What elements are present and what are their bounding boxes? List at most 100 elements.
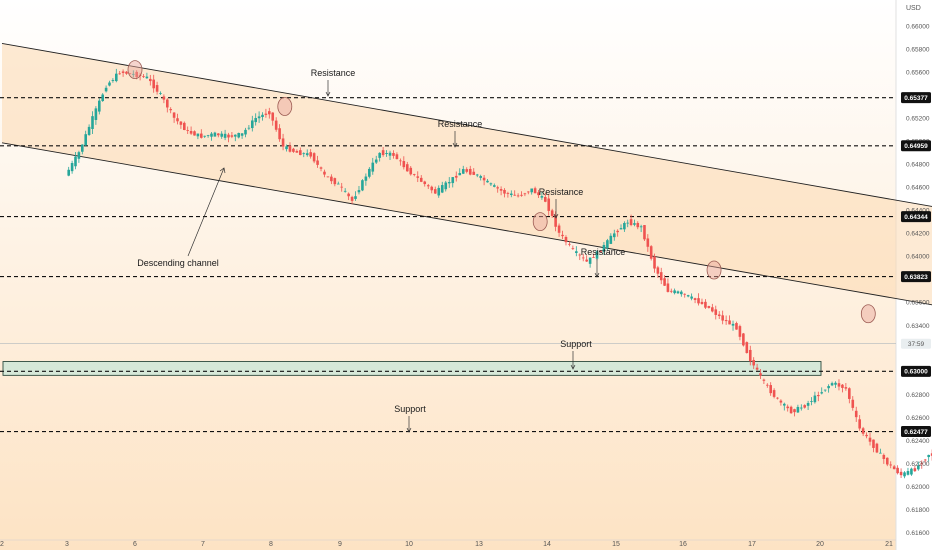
candle-body xyxy=(482,177,486,181)
candle-body xyxy=(575,251,578,253)
candle-body xyxy=(203,135,206,137)
candle-body xyxy=(653,256,656,269)
candle-body xyxy=(561,234,564,237)
candle-body xyxy=(738,326,742,337)
candle-body xyxy=(374,159,378,163)
candle-body xyxy=(440,185,444,193)
candle-body xyxy=(302,153,306,155)
candle-body xyxy=(196,133,200,137)
caption-pointer-head xyxy=(570,364,576,370)
candle-body xyxy=(261,114,264,118)
candle-body xyxy=(711,307,714,312)
candle-body xyxy=(458,172,462,176)
candle-body xyxy=(172,112,176,118)
x-tick-label: 13 xyxy=(475,541,483,548)
caption-pointer-head xyxy=(594,272,600,278)
candle-body xyxy=(927,454,930,458)
candle-body xyxy=(841,384,844,388)
candle-body xyxy=(892,466,896,470)
candle-body xyxy=(520,194,523,196)
candle-body xyxy=(281,138,285,147)
candle-body xyxy=(581,257,585,259)
y-tick-label: 0.62200 xyxy=(906,461,930,468)
candle-body xyxy=(223,133,227,138)
candle-body xyxy=(872,439,875,448)
level-price-badge xyxy=(901,426,931,438)
candle-body xyxy=(649,246,653,259)
candle-body xyxy=(402,161,406,168)
caption-pointer-head xyxy=(452,142,458,148)
candle-body xyxy=(724,320,728,322)
x-axis: 2 3 6 7 8 9 10 13 14 15 16 17 20 21 xyxy=(0,539,896,548)
candle-body xyxy=(700,301,704,304)
candle-body xyxy=(690,296,693,299)
candle-body xyxy=(530,188,533,193)
candle-body xyxy=(663,278,666,286)
candle-body xyxy=(639,226,643,228)
candle-body xyxy=(786,406,789,409)
candle-body xyxy=(186,130,189,131)
candle-body xyxy=(240,133,244,136)
candle-body xyxy=(656,267,660,274)
candle-body xyxy=(779,400,783,403)
x-tick-label: 10 xyxy=(405,541,413,548)
x-tick-label: 3 xyxy=(65,541,69,548)
candle-body xyxy=(101,94,104,102)
candle-body xyxy=(121,71,125,73)
candle-body xyxy=(461,169,465,174)
candle-body xyxy=(602,244,606,252)
candle-body xyxy=(714,309,718,315)
y-tick-label: 0.64200 xyxy=(906,231,930,238)
candle-body xyxy=(896,467,899,474)
level-price-badge-label: 0.62477 xyxy=(904,429,928,436)
candle-body xyxy=(917,465,920,470)
resistance-caption: Resistance xyxy=(539,187,584,197)
currency-label: USD xyxy=(906,5,921,12)
support-zone-rect xyxy=(2,361,822,376)
candle-body xyxy=(364,176,368,181)
candle-body xyxy=(271,112,275,121)
level-price-badge-label: 0.63000 xyxy=(904,369,928,376)
candle-body xyxy=(274,120,278,130)
candle-body xyxy=(858,419,861,429)
candle-body xyxy=(176,118,179,122)
candle-body xyxy=(98,100,101,112)
candle-body xyxy=(149,78,152,82)
candle-body xyxy=(910,468,913,475)
candle-body xyxy=(385,153,388,154)
y-tick-label: 0.66000 xyxy=(906,23,930,30)
candle-body xyxy=(371,162,375,172)
candle-body xyxy=(486,180,489,183)
y-tick-label: 0.63600 xyxy=(906,300,930,307)
candle-body xyxy=(827,386,830,389)
candle-body xyxy=(823,389,827,391)
annotation-labels: Resistance Resistance Resistance Resistance… xyxy=(137,68,625,433)
level-price-badge xyxy=(901,365,931,377)
candle-body xyxy=(155,85,159,92)
candle-body xyxy=(213,132,217,137)
candle-body xyxy=(125,71,128,74)
candle-body xyxy=(868,437,872,442)
level-price-badge-label: 0.64344 xyxy=(904,214,928,221)
candle-body xyxy=(493,185,496,187)
current-price-badge xyxy=(901,338,931,349)
candle-body xyxy=(340,186,344,188)
horizontal-levels xyxy=(0,97,896,433)
candle-body xyxy=(683,293,687,295)
candle-body xyxy=(516,195,520,197)
candle-body xyxy=(813,395,817,403)
candle-body xyxy=(626,222,630,224)
candle-body xyxy=(388,152,392,156)
candle-body xyxy=(162,96,166,100)
level-price-badge-label: 0.63823 xyxy=(904,274,928,281)
candle-body xyxy=(612,233,616,238)
candle-body xyxy=(735,323,738,330)
caption-pointer-head xyxy=(325,91,331,97)
candle-body xyxy=(844,387,848,389)
x-tick-label: 14 xyxy=(543,541,551,548)
candle-body xyxy=(77,152,81,159)
candle-body xyxy=(769,385,772,394)
candle-body xyxy=(704,301,707,308)
